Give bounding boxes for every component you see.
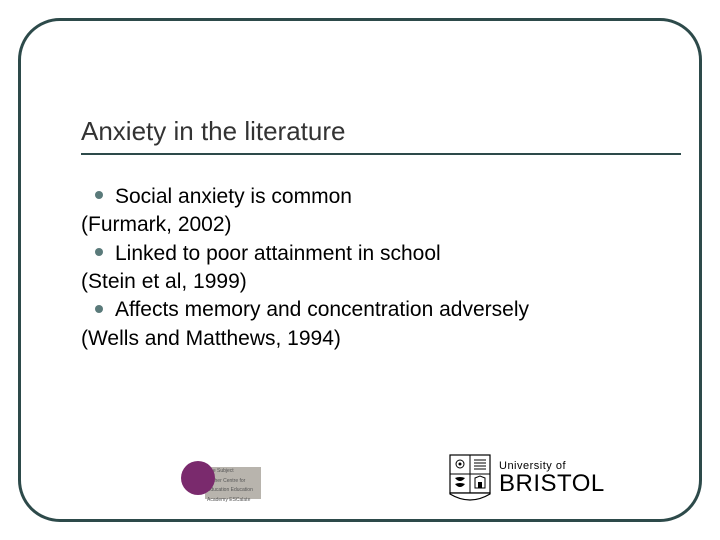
- logo-bar: The Subject Higher Centre for Education …: [21, 447, 699, 503]
- logo-left-circle-icon: [181, 461, 215, 495]
- bullet-text: Linked to poor attainment in school: [115, 242, 441, 265]
- bullet-icon: [95, 248, 103, 256]
- bullet-item: Linked to poor attainment in school: [81, 240, 681, 268]
- logo-left-line: Academy ESCalate: [205, 496, 261, 506]
- bullet-item: Affects memory and concentration adverse…: [81, 296, 681, 324]
- bullet-text: Affects memory and concentration adverse…: [115, 298, 529, 321]
- bullet-citation: (Stein et al, 1999): [81, 268, 681, 296]
- subject-centre-logo: The Subject Higher Centre for Education …: [181, 457, 271, 503]
- bullet-citation: (Furmark, 2002): [81, 211, 681, 239]
- bullet-citation: (Wells and Matthews, 1994): [81, 325, 681, 353]
- bullet-text: Social anxiety is common: [115, 185, 352, 208]
- slide-body: Social anxiety is common (Furmark, 2002)…: [81, 183, 681, 353]
- slide-frame: Anxiety in the literature Social anxiety…: [18, 18, 702, 522]
- bristol-line2: BRISTOL: [499, 472, 605, 496]
- bristol-crest-icon: [449, 454, 491, 502]
- slide-content: Anxiety in the literature Social anxiety…: [81, 116, 681, 353]
- logo-left-line: Education Education: [205, 486, 261, 496]
- bullet-item: Social anxiety is common: [81, 183, 681, 211]
- bristol-text: University of BRISTOL: [499, 461, 605, 496]
- bullet-icon: [95, 305, 103, 313]
- slide-title: Anxiety in the literature: [81, 116, 681, 155]
- bullet-icon: [95, 191, 103, 199]
- university-of-bristol-logo: University of BRISTOL: [449, 453, 659, 503]
